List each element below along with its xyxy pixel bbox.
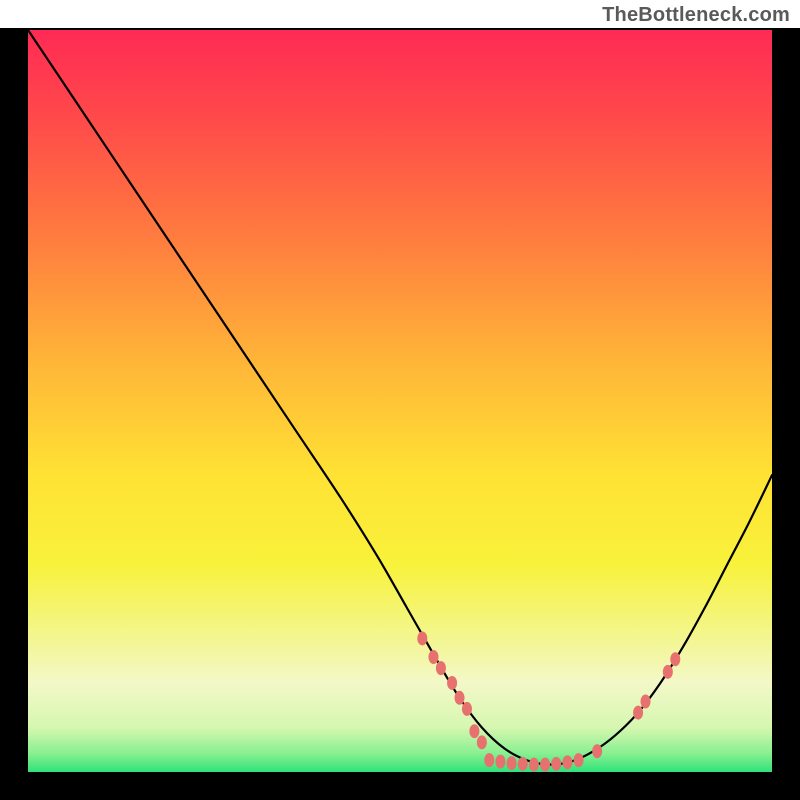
- chart-stage: TheBottleneck.com: [0, 0, 800, 800]
- data-point: [540, 758, 550, 772]
- data-point: [641, 695, 651, 709]
- data-point: [469, 724, 479, 738]
- plot-background: [28, 30, 772, 772]
- watermark-text: TheBottleneck.com: [602, 4, 790, 27]
- data-point: [417, 631, 427, 645]
- data-point: [495, 755, 505, 769]
- data-point: [670, 652, 680, 666]
- data-point: [447, 676, 457, 690]
- data-point: [529, 758, 539, 772]
- data-point: [462, 702, 472, 716]
- data-point: [518, 757, 528, 771]
- data-point: [592, 744, 602, 758]
- data-point: [455, 691, 465, 705]
- data-point: [551, 757, 561, 771]
- data-point: [633, 706, 643, 720]
- data-point: [484, 753, 494, 767]
- data-point: [428, 650, 438, 664]
- data-point: [574, 753, 584, 767]
- data-point: [663, 665, 673, 679]
- data-point: [562, 755, 572, 769]
- data-point: [507, 756, 517, 770]
- data-point: [477, 735, 487, 749]
- chart-svg: [0, 0, 800, 800]
- data-point: [436, 661, 446, 675]
